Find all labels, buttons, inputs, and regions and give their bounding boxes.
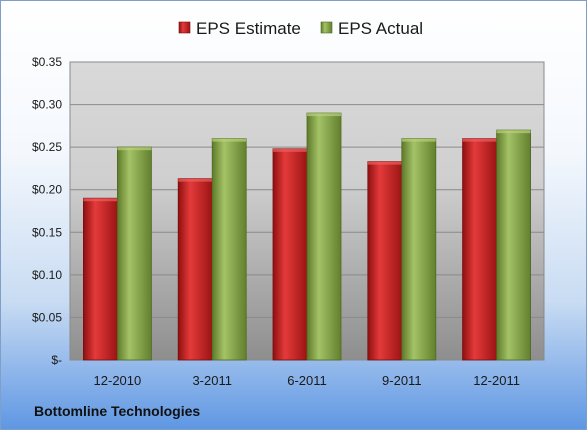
x-category-label: 12-2011	[473, 373, 520, 388]
bar-top-highlight	[273, 148, 307, 152]
bar-top-highlight	[462, 138, 497, 142]
bar-top-highlight	[307, 113, 341, 117]
bar-eps-actual	[496, 129, 532, 361]
x-category-label: 6-2011	[287, 373, 327, 388]
bar-eps-estimate	[462, 138, 498, 361]
bar-eps-actual	[401, 138, 437, 361]
bars	[83, 112, 532, 361]
x-axis-labels: 12-2010 3-2011 6-2011 9-2011 12-2011	[94, 373, 520, 388]
bar-eps-estimate	[272, 148, 308, 361]
bar-top-highlight	[83, 198, 118, 202]
x-category-label: 3-2011	[192, 373, 232, 388]
legend-label: EPS Actual	[338, 19, 423, 38]
bar-eps-estimate	[367, 161, 403, 361]
y-tick-label: $0.35	[32, 55, 62, 69]
bar-top-highlight	[401, 138, 436, 142]
y-tick-label: $-	[51, 353, 62, 367]
legend-label: EPS Estimate	[196, 19, 301, 38]
y-tick-label: $0.10	[32, 268, 62, 282]
legend-swatch	[178, 21, 191, 34]
x-category-label: 9-2011	[382, 373, 422, 388]
bar-eps-actual	[117, 146, 152, 361]
company-name: Bottomline Technologies	[34, 403, 201, 419]
bar-top-highlight	[178, 178, 213, 182]
bar-top-highlight	[117, 147, 152, 151]
y-tick-label: $0.30	[32, 98, 62, 112]
legend-swatch	[320, 21, 333, 34]
bar-top-highlight	[367, 161, 402, 165]
y-tick-label: $0.05	[32, 310, 62, 324]
y-axis-ticks: $- $0.05 $0.10 $0.15 $0.20 $0.25 $0.30 $0.35	[32, 55, 62, 367]
legend: EPS Estimate EPS Actual	[178, 19, 423, 38]
bar-eps-estimate	[83, 197, 118, 361]
x-category-label: 12-2010	[94, 373, 142, 388]
y-tick-label: $0.25	[32, 140, 62, 154]
y-tick-label: $0.20	[32, 183, 62, 197]
bar-top-highlight	[496, 130, 531, 134]
bar-eps-actual	[211, 138, 247, 361]
y-tick-label: $0.15	[32, 225, 62, 239]
bar-eps-estimate	[177, 178, 213, 361]
bar-top-highlight	[212, 138, 247, 142]
bar-eps-actual	[306, 112, 342, 361]
